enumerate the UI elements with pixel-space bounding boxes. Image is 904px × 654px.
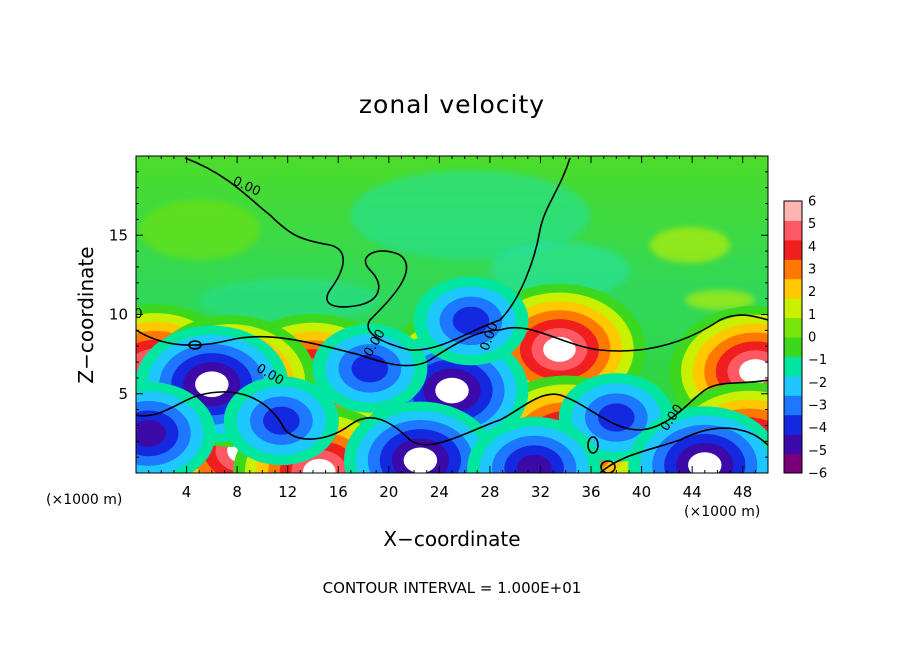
contour-ring-a [587, 436, 599, 454]
colorbar-swatch [784, 337, 802, 357]
negative-core-19 [467, 416, 602, 473]
colorbar-tick-label: −3 [808, 399, 827, 414]
colorbar-swatch [784, 201, 802, 221]
colorbar-tick-label: −1 [808, 353, 827, 368]
negative-core-14 [136, 381, 216, 473]
x-tick-label: 28 [480, 483, 499, 501]
x-tick-label: 4 [182, 483, 192, 501]
colorbar-swatch [784, 453, 802, 474]
contour-ring-c [188, 340, 202, 350]
colorbar: 6 5 4 3 2 1 0 −1 −2 −3 −4 −5 −6 [783, 195, 827, 482]
colorbar-swatch [784, 298, 802, 319]
y-axis-label: Z−coordinate [74, 246, 98, 383]
colorbar-swatch [784, 434, 802, 455]
colorbar-swatch [784, 278, 802, 299]
y-tick-label: 5 [118, 385, 128, 403]
x-axis-label: X−coordinate [383, 527, 520, 551]
colorbar-swatch [784, 317, 802, 338]
y-tick-label: 10 [109, 306, 128, 324]
x-tick-label: 20 [379, 483, 398, 501]
x-tick-label: 48 [733, 483, 752, 501]
colorbar-tick-label: 0 [808, 331, 816, 346]
zero-contour-upper [184, 157, 571, 351]
colorbar-tick-label: 4 [808, 240, 816, 255]
colorbar-tick-label: 5 [808, 217, 816, 232]
x-tick-label: 16 [329, 483, 348, 501]
negative-core-20 [413, 276, 529, 366]
colorbar-tick-label: −5 [808, 444, 827, 459]
chart-title: zonal velocity [359, 90, 545, 119]
colorbar-tick-label: 1 [808, 308, 816, 323]
colorbar-swatch [784, 414, 802, 435]
colorbar-swatch [784, 356, 802, 377]
colorbar-tick-label: 6 [808, 195, 816, 210]
y-axis: 5 10 15 [109, 171, 768, 458]
colorbar-swatch [784, 259, 802, 280]
colorbar-tick-label: 3 [808, 263, 816, 278]
colorbar-tick-label: 2 [808, 285, 816, 300]
zero-contour-band [136, 314, 768, 367]
zero-contour-bottom [599, 427, 768, 473]
x-tick-label: 12 [278, 483, 297, 501]
colorbar-tick-label: −2 [808, 376, 827, 391]
colorbar-swatch [784, 239, 802, 260]
velocity-features [136, 276, 768, 473]
colorbar-swatch [784, 395, 802, 416]
x-tick-label: 8 [232, 483, 242, 501]
zero-contour-lower [136, 379, 768, 446]
x-tick-label: 24 [430, 483, 449, 501]
contour-lines [136, 157, 768, 473]
x-tick-label: 40 [632, 483, 651, 501]
colorbar-tick-label: −6 [808, 467, 827, 482]
x-tick-label: 32 [531, 483, 550, 501]
colorbar-swatch [784, 220, 802, 241]
colorbar-tick-label: −4 [808, 421, 827, 436]
x-unit-left: (×1000 m) [46, 492, 122, 508]
x-tick-label: 44 [683, 483, 702, 501]
contour-interval-note: CONTOUR INTERVAL = 1.000E+01 [323, 579, 582, 597]
colorbar-frame [783, 200, 803, 474]
x-axis: 4 8 12 16 20 24 28 32 36 40 44 48 [148, 156, 756, 501]
contour-ring-b [600, 460, 616, 473]
colorbar-swatch [784, 375, 802, 396]
y-tick-label: 15 [109, 226, 128, 244]
x-tick-label: 36 [581, 483, 600, 501]
x-unit-right: (×1000 m) [684, 504, 760, 520]
plot-area: 0.000.000.000.000.000.00 4 8 12 16 20 24 28 32 3… [109, 155, 769, 501]
